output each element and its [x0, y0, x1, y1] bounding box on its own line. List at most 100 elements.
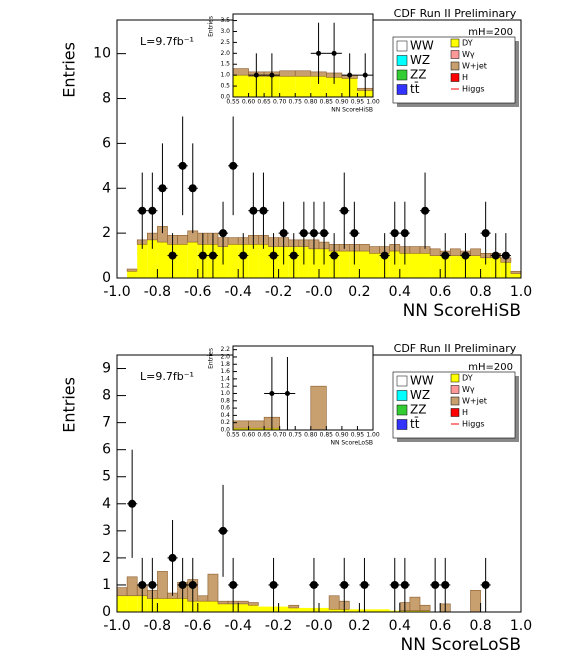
y-tick-label: 8: [102, 91, 111, 107]
data-point: [188, 184, 197, 193]
data-point: [390, 580, 399, 589]
data-point: [178, 580, 187, 589]
data-point: [259, 206, 268, 215]
y-tick-label: 3: [102, 523, 111, 539]
y-tick-label: 6: [102, 135, 111, 151]
histogram-bar: [187, 242, 198, 278]
histogram-bar: [279, 76, 296, 97]
data-point: [347, 72, 353, 78]
histogram-bar: [127, 595, 138, 612]
x-tick-label: -0.0: [305, 284, 332, 300]
x-tick-label: 0.2: [348, 284, 370, 300]
x-tick-label: 0.95: [351, 432, 365, 439]
data-point: [481, 580, 490, 589]
x-tick-label: 0.70: [273, 432, 287, 439]
x-tick-label: 0.6: [429, 284, 451, 300]
histogram-bar: [369, 253, 380, 278]
data-point: [441, 580, 450, 589]
legend-label: DY: [462, 374, 473, 383]
histogram-bar: [228, 244, 239, 278]
legend-swatch: [396, 419, 408, 430]
legend-label: tt̄: [410, 417, 420, 431]
legend-swatch: [450, 38, 460, 48]
histogram-bar: [409, 253, 420, 278]
histogram-bar: [288, 607, 299, 612]
histogram-bar: [430, 255, 441, 278]
histogram-bar: [349, 609, 360, 612]
histogram-bar: [409, 246, 421, 254]
y-tick-label: 0.5: [220, 83, 230, 90]
histogram-bar: [420, 610, 431, 612]
data-point: [390, 229, 399, 238]
data-point: [501, 251, 510, 260]
legend-label: tt̄: [410, 82, 420, 96]
y-tick-label: 9: [102, 361, 111, 377]
y-tick-label: 2.5: [220, 39, 230, 46]
histogram-bar: [248, 605, 259, 612]
histogram-bar: [238, 603, 249, 612]
histogram-bar: [233, 75, 249, 97]
histogram-bar: [409, 596, 421, 611]
data-point: [148, 206, 157, 215]
histogram-bar: [116, 587, 128, 597]
legend-label: W+jet: [462, 62, 487, 71]
legend-swatch: [450, 50, 460, 59]
legend-label: Wγ: [462, 50, 475, 59]
x-tick-label: -0.6: [184, 284, 211, 300]
legend-label: DY: [462, 39, 473, 48]
y-tick-label: 10: [93, 46, 111, 62]
legend-swatch: [450, 373, 460, 383]
x-tick-label: 1.00: [366, 99, 380, 106]
y-tick-label: 4: [102, 496, 111, 512]
x-tick-label: 0.95: [351, 99, 365, 106]
histogram-bar: [207, 573, 219, 602]
data-point: [279, 229, 288, 238]
legend-swatch: [450, 61, 460, 71]
histogram-bar: [319, 607, 330, 612]
data-point: [269, 72, 275, 78]
y-tick-label: 4: [102, 180, 111, 196]
data-point: [400, 580, 409, 589]
legend-label: W+jet: [462, 397, 487, 406]
x-tick-label: 0.60: [242, 99, 256, 106]
y-tick-label: 1.4: [220, 375, 230, 382]
x-tick-label: 0.55: [226, 99, 240, 106]
histogram-bar: [126, 268, 138, 272]
legend-label: WZ: [410, 53, 430, 67]
legend-label: ZZ: [410, 68, 426, 82]
x-tick-label: 0.90: [335, 432, 349, 439]
histogram-bar: [288, 604, 300, 609]
histogram-bar: [429, 248, 441, 256]
x-tick-label: 1.0: [510, 284, 532, 300]
legend-swatch: [396, 84, 408, 95]
x-tick-label: -1.0: [103, 618, 130, 634]
histogram-bar: [248, 420, 265, 429]
histogram-bar: [480, 257, 491, 278]
x-tick-label: 0.4: [389, 618, 411, 634]
histogram-bar: [157, 598, 168, 612]
y-axis-label: Entries: [60, 377, 79, 433]
data-point: [362, 72, 368, 78]
y-tick-label: 0.6: [220, 405, 230, 412]
data-point: [320, 229, 329, 238]
x-tick-label: -0.4: [225, 284, 252, 300]
y-tick-label: 1.5: [220, 61, 230, 68]
histogram-bar: [218, 603, 229, 612]
data-point: [289, 251, 298, 260]
y-tick-label: 0.0: [220, 94, 230, 101]
chart-title: CDF Run II Preliminary: [394, 342, 517, 355]
histogram-bar: [167, 598, 178, 612]
histogram-bar: [450, 255, 461, 278]
x-tick-label: 0.75: [289, 432, 303, 439]
x-tick-label: -0.2: [265, 618, 292, 634]
data-point: [178, 161, 187, 170]
histogram-bar: [470, 590, 481, 613]
y-tick-label: 0.8: [220, 397, 230, 404]
y-axis-label: Entries: [208, 16, 215, 37]
x-tick-label: -0.2: [265, 284, 292, 300]
x-tick-label: -0.4: [225, 618, 252, 634]
y-tick-label: 0: [102, 270, 111, 286]
x-tick-label: 0.90: [335, 99, 349, 106]
